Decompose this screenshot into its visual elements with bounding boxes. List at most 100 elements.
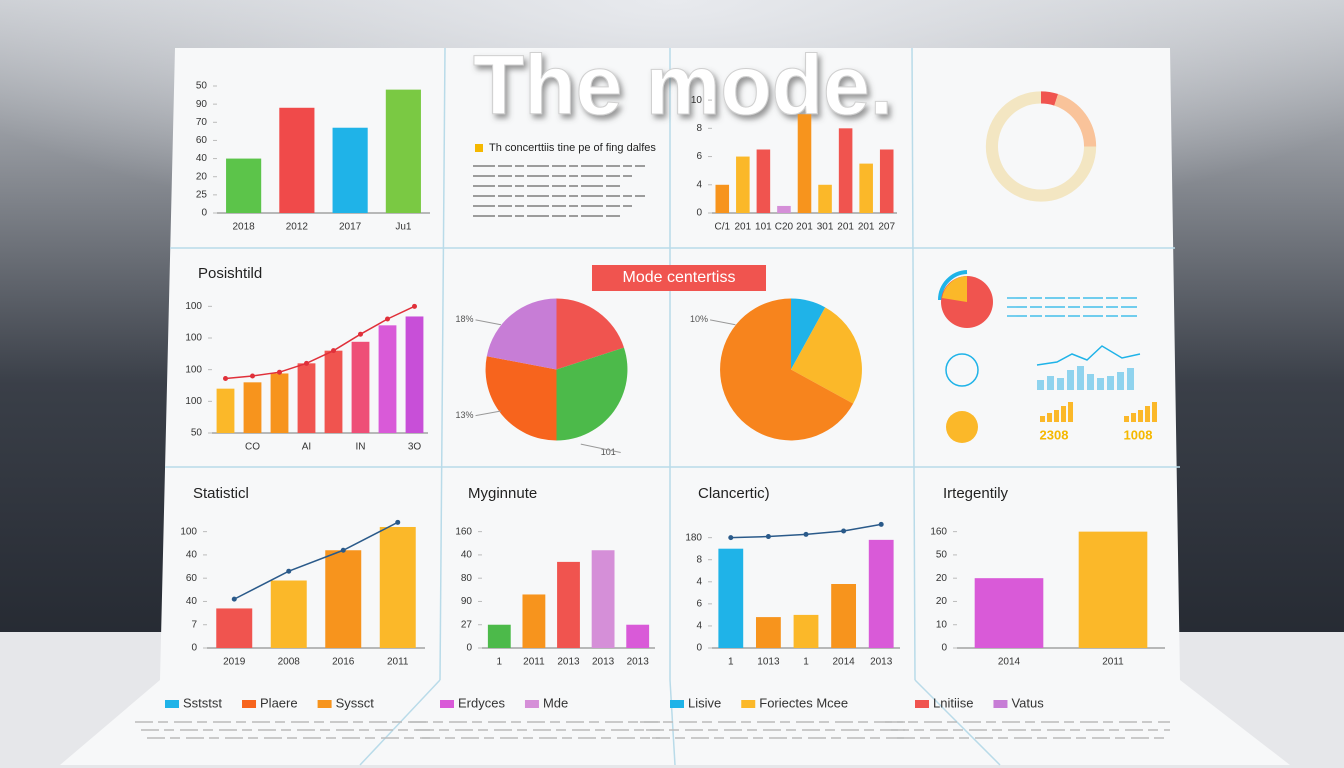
x-tick-label: 2011 (523, 657, 545, 668)
bar (755, 617, 781, 648)
y-tick-label: 160 (455, 526, 472, 537)
legend-swatch (524, 700, 539, 708)
trend-point (803, 531, 809, 537)
y-tick-label: 100 (185, 396, 202, 407)
x-tick-label: 2013 (627, 657, 650, 668)
bar (777, 205, 791, 213)
bar (626, 624, 650, 648)
x-tick-label: 1 (497, 657, 503, 668)
bar (487, 624, 511, 648)
bar (279, 107, 315, 213)
trend-point (223, 376, 228, 382)
y-tick-label: 40 (461, 550, 473, 561)
x-tick-label: CO (245, 442, 260, 453)
x-tick-label: 2013 (557, 657, 580, 668)
y-tick-label: 80 (461, 573, 473, 584)
bar (736, 156, 750, 213)
x-tick-label: 207 (878, 222, 895, 233)
icon-bar (1067, 370, 1074, 390)
bar (270, 580, 307, 648)
pie-slice (791, 307, 862, 404)
legend-swatch (165, 700, 179, 708)
x-tick-label: 2019 (223, 657, 246, 668)
trend-point (286, 568, 292, 574)
poster-title: The mode. (473, 38, 893, 132)
icon-pie-wedge (942, 276, 967, 302)
bar (797, 114, 812, 213)
icon-bar (1097, 378, 1104, 390)
legend-label: Plaere (260, 695, 298, 710)
x-tick-label: 201 (734, 222, 751, 233)
bar (324, 350, 343, 433)
y-tick-label: 10 (936, 619, 948, 630)
x-tick-label: 2008 (278, 657, 301, 668)
y-tick-label: 60 (186, 573, 198, 584)
x-tick-label: 201 (796, 222, 813, 233)
y-tick-label: 10 (691, 95, 703, 106)
callout-label: 13% (456, 410, 474, 420)
x-tick-label: 2011 (1102, 657, 1124, 668)
trend-point (841, 528, 847, 534)
y-tick-label: 6 (696, 151, 702, 162)
bar (1078, 531, 1148, 648)
icon-bar (1127, 368, 1134, 390)
pie-slice (556, 298, 624, 370)
callout-line (475, 319, 502, 326)
heading-marker (475, 144, 483, 152)
legend-label: Foriectes Mcee (759, 695, 848, 710)
y-tick-label: 100 (185, 333, 202, 344)
icon-bar (1145, 406, 1150, 422)
info-figure: 1008 (1124, 427, 1153, 442)
y-tick-label: 20 (936, 573, 948, 584)
icon-bar (1152, 402, 1157, 422)
x-tick-label: 2013 (592, 657, 615, 668)
pie-slice (720, 298, 854, 441)
y-tick-label: 0 (191, 643, 197, 654)
icon-bar (1138, 410, 1143, 422)
callout-label: 101 (601, 447, 616, 457)
x-tick-label: Ju1 (395, 222, 412, 233)
y-tick-label: 180 (685, 532, 702, 543)
icon-bar (1087, 374, 1094, 390)
icon-bar (1124, 416, 1129, 422)
panel-heading: Clancertic) (698, 485, 770, 502)
callout-line (475, 410, 502, 417)
y-tick-label: 60 (196, 135, 208, 146)
panel-borders (165, 47, 1180, 766)
bar (270, 373, 289, 433)
x-tick-label: 2016 (332, 657, 355, 668)
callout-line (580, 443, 621, 453)
icon-bar (1061, 406, 1066, 422)
y-tick-label: 160 (930, 526, 947, 537)
icon-bar (1077, 366, 1084, 390)
x-tick-label: 1 (728, 657, 734, 668)
trend-point (250, 373, 255, 379)
y-tick-label: 40 (196, 153, 208, 164)
x-tick-label: 2018 (233, 222, 256, 233)
callout-line (709, 319, 736, 326)
pie-slice (485, 356, 557, 441)
legend-swatch (670, 700, 684, 708)
legend-swatch (993, 700, 1008, 708)
x-tick-label: 201 (858, 222, 875, 233)
x-tick-label: IN (356, 442, 366, 453)
bar (591, 550, 615, 648)
x-tick-label: 1013 (757, 657, 780, 668)
heading-box (592, 265, 766, 291)
y-tick-label: 100 (180, 526, 197, 537)
y-tick-label: 0 (201, 208, 207, 219)
trend-point (728, 535, 734, 541)
bar (793, 614, 819, 648)
panel-heading: Irtegentily (943, 485, 1009, 502)
trend-point (385, 316, 390, 322)
y-tick-label: 25 (196, 189, 208, 200)
bar (351, 341, 370, 433)
trend-point (277, 369, 282, 375)
x-tick-label: 2012 (286, 222, 309, 233)
bar (216, 388, 235, 433)
x-tick-label: C20 (775, 222, 794, 233)
donut-segment (1054, 94, 1097, 147)
x-tick-label: 2014 (998, 657, 1021, 668)
icon-bar (1054, 410, 1059, 422)
